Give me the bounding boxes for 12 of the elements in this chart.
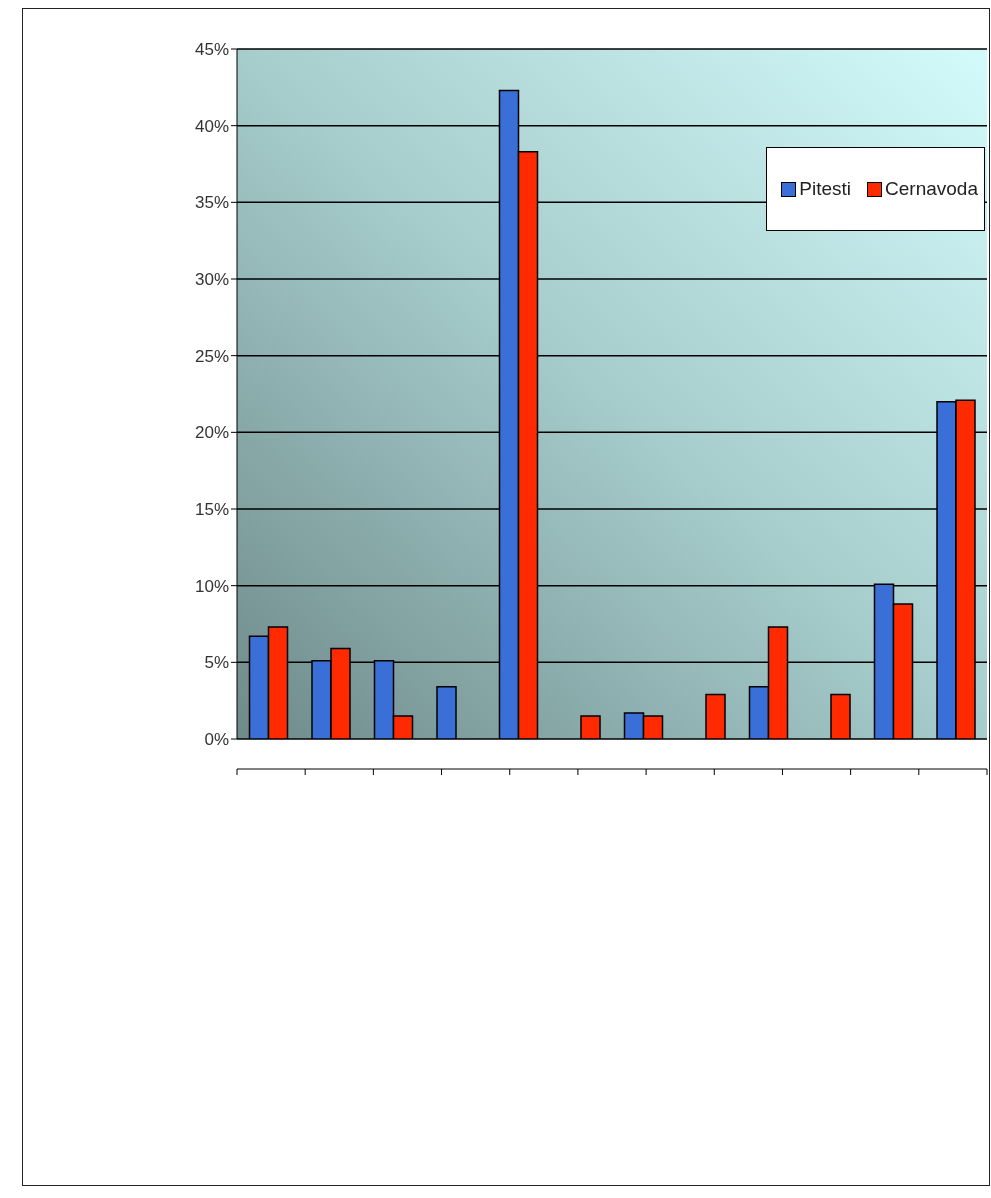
y-tick-label: 5% xyxy=(204,653,229,673)
y-tick-label: 35% xyxy=(194,193,229,213)
y-tick-label: 25% xyxy=(194,346,229,366)
y-tick-label: 20% xyxy=(194,423,229,443)
y-tick-label: 10% xyxy=(194,576,229,596)
y-tick-label: 40% xyxy=(194,116,229,136)
y-tick-label: 0% xyxy=(204,730,229,750)
y-tick-label: 30% xyxy=(194,270,229,290)
legend-label: Pitesti xyxy=(798,178,852,200)
y-tick-label: 45% xyxy=(194,40,229,60)
y-tick-label: 15% xyxy=(194,500,229,520)
legend-label: Cernavoda xyxy=(884,178,978,200)
